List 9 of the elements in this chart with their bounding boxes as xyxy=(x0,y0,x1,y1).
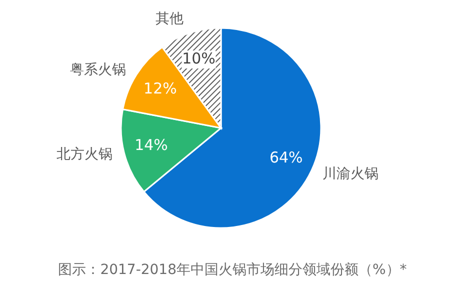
data-label: 64% xyxy=(269,148,303,167)
data-label: 12% xyxy=(144,80,177,98)
slice-label: 粤系火锅 xyxy=(70,62,126,78)
text: 图示：2017-2018年中国火锅市场细分领域份额（%）* xyxy=(58,262,407,278)
slice-label: 其他 xyxy=(156,11,184,28)
slice-label: 川渝火锅 xyxy=(322,166,379,182)
data-label: 14% xyxy=(134,136,168,154)
data-label: 10% xyxy=(182,50,216,68)
slice-label: 北方火锅 xyxy=(56,146,112,163)
